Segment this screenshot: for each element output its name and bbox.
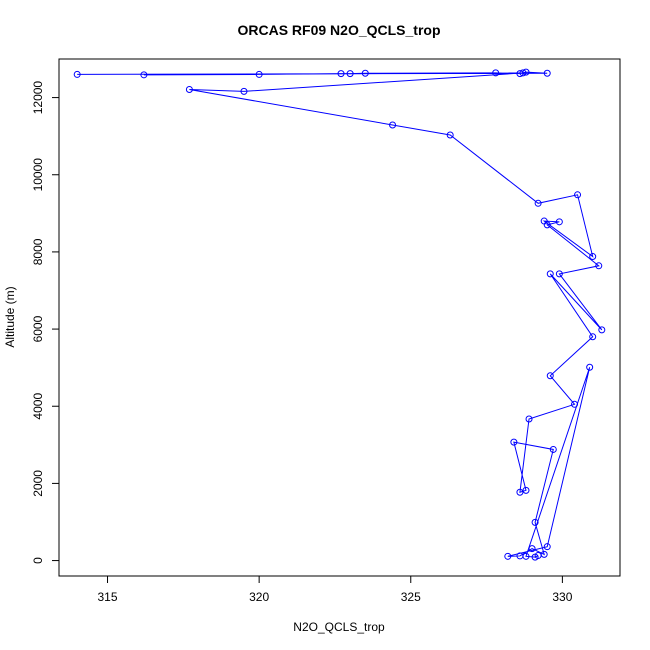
data-point	[522, 486, 530, 494]
data-point	[519, 69, 527, 77]
data-point	[337, 70, 345, 78]
y-tick-label: 6000	[31, 315, 45, 342]
data-point	[516, 488, 524, 496]
data-point	[510, 438, 518, 446]
series-line	[77, 71, 603, 558]
data-point	[546, 372, 554, 380]
data-point	[531, 518, 539, 526]
data-point	[389, 121, 397, 129]
x-tick-label: 325	[401, 590, 421, 604]
data-point	[586, 363, 594, 371]
data-point	[346, 70, 354, 78]
data-point	[595, 262, 603, 270]
data-point	[543, 221, 551, 229]
data-point	[492, 69, 500, 77]
data-point	[574, 191, 582, 199]
data-point	[516, 70, 524, 78]
y-tick-label: 12000	[31, 81, 45, 115]
plot-frame	[58, 58, 621, 577]
y-axis: 0 2000 4000 6000 8000 10000 12000	[31, 81, 60, 564]
data-point	[543, 69, 551, 77]
data-point	[549, 445, 557, 453]
data-point	[555, 218, 563, 226]
data-point	[140, 71, 148, 79]
data-point	[446, 131, 454, 139]
data-point	[534, 199, 542, 207]
y-tick-label: 8000	[31, 238, 45, 265]
data-point	[240, 87, 248, 95]
data-point	[534, 552, 542, 560]
y-tick-label: 4000	[31, 393, 45, 420]
data-point	[525, 415, 533, 423]
data-point	[522, 552, 530, 560]
y-tick-label: 0	[31, 557, 45, 564]
data-point	[361, 69, 369, 77]
data-point	[589, 333, 597, 341]
x-tick-label: 330	[552, 590, 572, 604]
data-point	[555, 270, 563, 278]
data-point	[73, 70, 81, 78]
data-point	[255, 70, 263, 78]
y-axis-label: Altitude (m)	[3, 286, 17, 347]
series-group	[73, 68, 606, 561]
data-point	[543, 543, 551, 551]
x-axis-label: N2O_QCLS_trop	[293, 620, 385, 634]
data-point	[598, 326, 606, 334]
y-tick-label: 2000	[31, 470, 45, 497]
data-point	[185, 85, 193, 93]
x-tick-label: 320	[249, 590, 269, 604]
y-tick-label: 10000	[31, 158, 45, 192]
chart-title: ORCAS RF09 N2O_QCLS_trop	[237, 22, 440, 38]
data-point	[546, 270, 554, 278]
x-axis: 315 320 325 330	[98, 575, 573, 604]
data-point	[528, 545, 536, 553]
data-point	[504, 552, 512, 560]
data-point	[571, 400, 579, 408]
data-point	[589, 253, 597, 261]
x-tick-label: 315	[98, 590, 118, 604]
